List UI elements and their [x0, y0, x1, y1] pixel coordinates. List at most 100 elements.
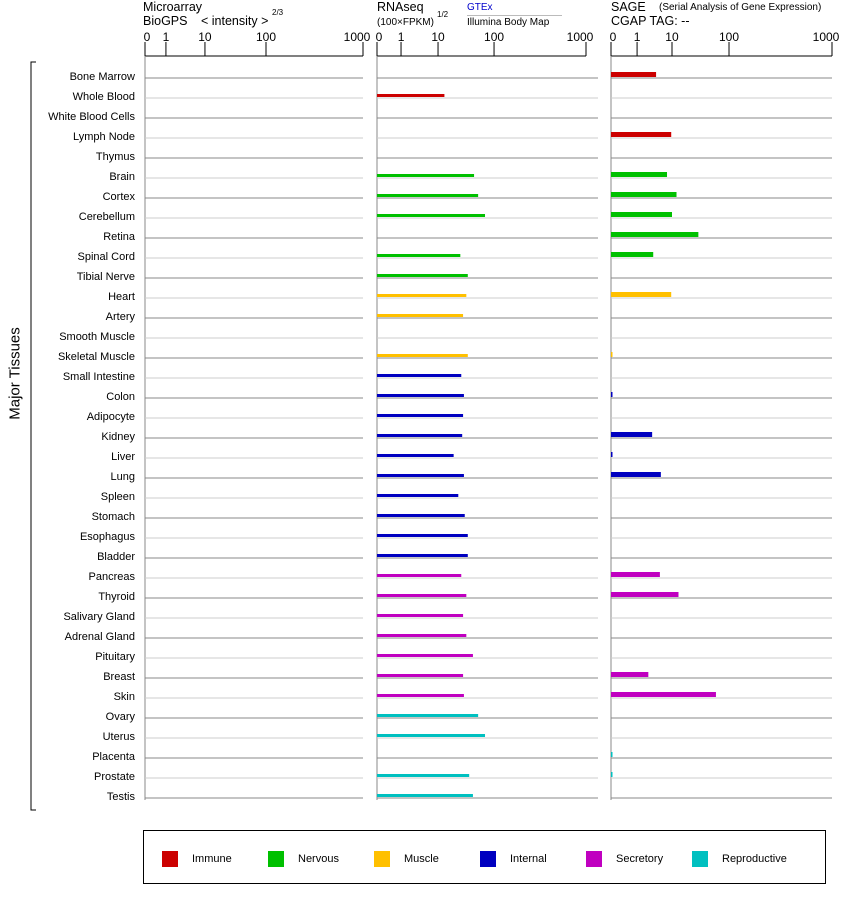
- legend-swatch: [162, 851, 178, 867]
- sage-bar: [611, 752, 613, 757]
- tissue-label: Lymph Node: [73, 131, 135, 143]
- tissue-label: Prostate: [94, 771, 135, 783]
- tick-label: 0: [609, 30, 617, 44]
- rnaseq-bar: [377, 294, 467, 297]
- tick-label: 1: [397, 30, 405, 44]
- legend-swatch: [586, 851, 602, 867]
- tissue-label: Ovary: [105, 711, 135, 723]
- tissue-label: Spleen: [100, 491, 135, 503]
- rnaseq-bar: [377, 174, 475, 177]
- sage-bar: [611, 692, 716, 697]
- tissue-label: Bladder: [97, 551, 135, 563]
- rnaseq-bar: [377, 694, 464, 697]
- sage-bar: [611, 72, 657, 77]
- tissue-label: Smooth Muscle: [59, 331, 135, 343]
- tissue-label: Lung: [110, 471, 135, 483]
- tissue-label: Spinal Cord: [77, 251, 135, 263]
- tissue-label: Esophagus: [79, 531, 135, 543]
- tissue-label: Colon: [106, 391, 135, 403]
- rnaseq-bar: [377, 714, 479, 717]
- sage-bar: [611, 672, 649, 677]
- tissue-label: Breast: [103, 671, 135, 683]
- sage-bar: [611, 592, 679, 597]
- legend-swatch: [480, 851, 496, 867]
- illumina-label: Illumina Body Map: [467, 17, 550, 28]
- tissue-label: Liver: [111, 451, 135, 463]
- tissue-label: Cortex: [102, 191, 135, 203]
- microarray-source: BioGPS: [143, 14, 188, 28]
- rnaseq-bar: [377, 494, 459, 497]
- rnaseq-bar: [377, 314, 464, 317]
- tissue-label: Tibial Nerve: [76, 271, 135, 283]
- rnaseq-bar: [377, 674, 464, 677]
- plot-area: [30, 42, 833, 811]
- sage-title: SAGE: [611, 0, 646, 14]
- rnaseq-bar: [377, 214, 486, 217]
- rnaseq-bar: [377, 394, 464, 397]
- sage-bar: [611, 292, 672, 297]
- tissue-label: Testis: [106, 791, 135, 803]
- rnaseq-bar: [377, 774, 470, 777]
- tissue-label: Adrenal Gland: [64, 631, 135, 643]
- tissue-label: Adipocyte: [86, 411, 135, 423]
- legend-label: Muscle: [404, 853, 439, 865]
- legend-label: Reproductive: [722, 853, 787, 865]
- legend-label: Nervous: [298, 853, 339, 865]
- rnaseq-bar: [377, 634, 467, 637]
- sage-bar: [611, 572, 660, 577]
- rnaseq-bar: [377, 594, 467, 597]
- sage-bar: [611, 192, 677, 197]
- legend-label: Secretory: [616, 853, 664, 865]
- tick-label: 0: [375, 30, 383, 44]
- tissue-label: Bone Marrow: [69, 71, 135, 83]
- y-group-label: Major Tissues: [6, 327, 24, 420]
- sage-bar: [611, 452, 613, 457]
- legend-swatch: [268, 851, 284, 867]
- legend-item: Muscle: [374, 851, 439, 867]
- rnaseq-bar: [377, 734, 486, 737]
- sage-bar: [611, 132, 672, 137]
- tissue-label: White Blood Cells: [48, 111, 135, 123]
- tissue-label: Skin: [113, 691, 135, 703]
- legend-item: Reproductive: [692, 851, 787, 867]
- rnaseq-bar: [377, 474, 464, 477]
- group-bracket: [30, 61, 36, 811]
- rnaseq-bar: [377, 794, 473, 797]
- sage-tag: CGAP TAG: --: [611, 14, 690, 28]
- sage-bar: [611, 172, 668, 177]
- tissue-label: Whole Blood: [72, 91, 135, 103]
- tissue-label: Stomach: [91, 511, 135, 523]
- rnaseq-bar: [377, 454, 454, 457]
- tissue-label: Thymus: [95, 151, 135, 163]
- legend-swatch: [692, 851, 708, 867]
- tissue-label: Skeletal Muscle: [57, 351, 135, 363]
- rnaseq-bar: [377, 654, 473, 657]
- tissue-label: Placenta: [92, 751, 135, 763]
- tick-label: 100: [484, 30, 505, 44]
- rnaseq-bar: [377, 354, 468, 357]
- tick-label: 1: [633, 30, 641, 44]
- tissue-label: Retina: [103, 231, 135, 243]
- sage-bar: [611, 432, 653, 437]
- rnaseq-bar: [377, 194, 479, 197]
- sage-bar: [611, 472, 661, 477]
- rnaseq-bar: [377, 374, 462, 377]
- rnaseq-bar: [377, 514, 465, 517]
- tissue-label: Cerebellum: [78, 211, 135, 223]
- tissue-label: Brain: [109, 171, 135, 183]
- tick-label: 100: [718, 30, 740, 44]
- legend-label: Immune: [192, 853, 232, 865]
- legend: Immune Nervous Muscle Internal Secretory Repr…: [143, 830, 826, 884]
- tissue-label: Thyroid: [98, 591, 135, 603]
- tick-label: 10: [198, 30, 212, 44]
- sage-bar: [611, 252, 654, 257]
- gtex-link[interactable]: GTEx: [467, 2, 493, 13]
- legend-label: Internal: [510, 853, 547, 865]
- legend-item: Secretory: [586, 851, 663, 867]
- tick-label: 1000: [343, 30, 371, 44]
- microarray-units: < intensity >: [201, 14, 269, 28]
- rnaseq-bar: [377, 254, 461, 257]
- tick-label: 1: [162, 30, 170, 44]
- microarray-exponent: 2/3: [272, 8, 284, 17]
- tick-label: 0: [143, 30, 151, 44]
